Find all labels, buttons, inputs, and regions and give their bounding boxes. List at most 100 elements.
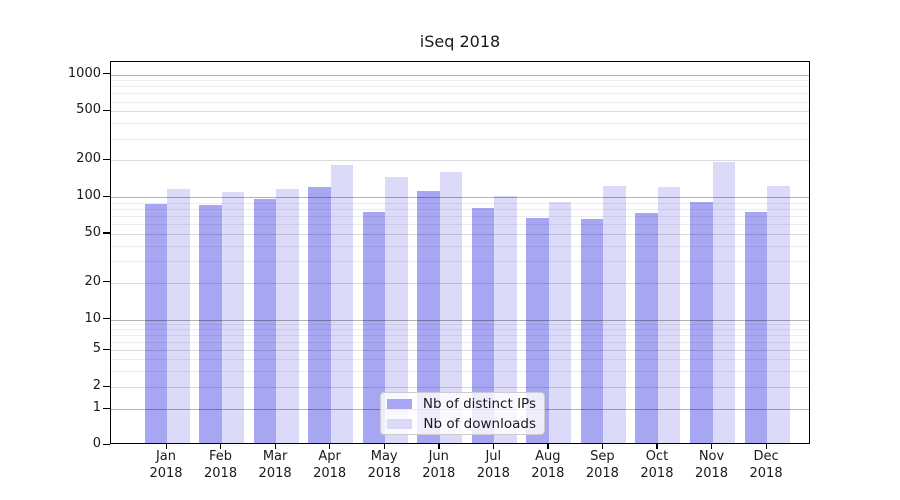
y-tick-label-20: 20 (84, 273, 101, 289)
bar-downloads-jun (439, 172, 463, 443)
bar-distinct-ips-jun (417, 190, 440, 443)
y-tick-mark (103, 318, 110, 320)
x-tick-label-jan: Jan 2018 (149, 449, 183, 481)
gridline-6 (111, 341, 809, 343)
x-tick-mark (547, 444, 549, 449)
x-tick-label-jul: Jul 2018 (476, 449, 510, 481)
x-tick-label-nov: Nov 2018 (694, 449, 729, 481)
gridline-4 (111, 359, 809, 360)
gridline-20 (111, 282, 809, 284)
gridline-30 (111, 261, 809, 263)
bar-distinct-ips-feb (199, 204, 222, 443)
x-tick-mark (601, 444, 604, 449)
y-tick-mark (103, 407, 110, 409)
gridline-500 (111, 111, 809, 113)
grid-layer (111, 62, 809, 443)
y-tick-mark (103, 109, 110, 112)
y-tick-mark (103, 385, 110, 387)
x-tick-mark (765, 444, 767, 449)
bar-distinct-ips-jan (144, 204, 167, 443)
bar-downloads-oct (657, 187, 681, 443)
x-tick-label-jun: Jun 2018 (422, 449, 456, 481)
bar-downloads-feb (221, 192, 245, 443)
bar-downloads-apr (330, 164, 354, 443)
gridline-800 (111, 86, 809, 88)
y-tick-label-100: 100 (76, 188, 101, 203)
gridline-600 (111, 101, 809, 103)
bar-distinct-ips-may (362, 212, 386, 443)
y-tick-mark (103, 232, 110, 234)
gridline-5 (111, 350, 809, 351)
y-tick-label-50: 50 (84, 224, 101, 240)
bar-downloads-nov (712, 161, 735, 443)
gridline-1000 (111, 74, 809, 76)
y-tick-label-2: 2 (92, 378, 101, 393)
y-tick-label-200: 200 (76, 151, 101, 167)
gridline-80 (111, 208, 809, 210)
bar-downloads-jul (494, 195, 517, 443)
bar-distinct-ips-dec (744, 212, 768, 443)
bar-downloads-dec (767, 185, 790, 443)
x-tick-mark (220, 444, 222, 449)
gridline-700 (111, 93, 809, 95)
x-tick-mark (438, 444, 440, 449)
x-tick-mark (711, 444, 713, 449)
x-tick-label-mar: Mar 2018 (258, 449, 292, 481)
gridline-7 (111, 335, 809, 337)
gridline-900 (111, 80, 809, 82)
y-tick-label-0: 0 (92, 436, 101, 451)
y-tick-label-5: 5 (92, 341, 101, 356)
gridline-400 (111, 123, 809, 125)
x-tick-mark (383, 444, 385, 449)
x-tick-mark (329, 444, 331, 449)
gridline-3 (111, 370, 809, 372)
bar-distinct-ips-aug (526, 217, 549, 443)
y-tick-label-500: 500 (76, 102, 101, 118)
bar-downloads-jan (167, 188, 190, 443)
legend-label-distinct-ips: Nb of distinct IPs (422, 395, 536, 412)
gridline-60 (111, 224, 809, 226)
bar-distinct-ips-sep (580, 218, 604, 443)
chart-title: iSeq 2018 (419, 32, 501, 51)
legend-swatch-distinct-ips (387, 398, 412, 409)
legend-item-downloads: Nb of downloads (387, 416, 536, 432)
x-tick-mark (274, 444, 276, 449)
gridline-9 (111, 324, 809, 326)
gridline-70 (111, 215, 809, 217)
legend: Nb of distinct IPs Nb of downloads (380, 392, 545, 435)
y-tick-mark (103, 281, 110, 283)
y-tick-mark (103, 443, 110, 445)
x-tick-label-apr: Apr 2018 (313, 449, 347, 481)
legend-label-downloads: Nb of downloads (423, 415, 536, 432)
y-tick-mark (103, 195, 110, 197)
y-tick-label-10: 10 (84, 310, 101, 326)
x-tick-mark (492, 444, 495, 449)
y-tick-mark (103, 348, 110, 350)
y-tick-mark (103, 73, 110, 75)
y-tick-label-1000: 1000 (67, 65, 101, 81)
x-tick-label-may: May 2018 (367, 449, 401, 481)
gridline-40 (111, 245, 809, 247)
x-tick-label-feb: Feb 2018 (204, 449, 238, 481)
gridline-50 (111, 233, 809, 235)
bar-distinct-ips-mar (253, 199, 277, 443)
gridline-300 (111, 138, 809, 140)
gridline-2 (111, 387, 809, 388)
bars-layer (111, 62, 809, 443)
y-tick-mark (103, 158, 110, 160)
bar-distinct-ips-apr (308, 186, 331, 443)
x-tick-label-sep: Sep 2018 (585, 449, 619, 481)
bar-distinct-ips-oct (635, 213, 658, 443)
gridline-8 (111, 329, 809, 331)
x-tick-mark (656, 444, 658, 449)
x-tick-label-oct: Oct 2018 (640, 449, 674, 481)
legend-item-distinct-ips: Nb of distinct IPs (387, 396, 536, 412)
gridline-100 (111, 197, 809, 198)
bar-downloads-aug (548, 201, 572, 443)
plot-area (110, 61, 810, 444)
gridline-90 (111, 202, 809, 204)
y-tick-label-1: 1 (92, 400, 101, 415)
bar-downloads-may (385, 176, 408, 443)
gridline-200 (111, 160, 809, 162)
